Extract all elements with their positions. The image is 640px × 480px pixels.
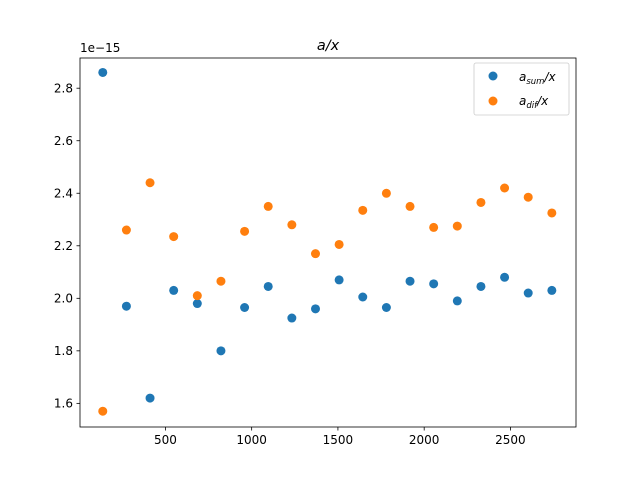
data-point (121, 301, 131, 311)
data-point (287, 313, 297, 323)
plot-area-frame (79, 57, 577, 428)
series-dif (98, 178, 557, 416)
data-point (405, 201, 415, 211)
data-point (263, 281, 273, 291)
data-point (310, 304, 320, 314)
data-point (169, 285, 179, 295)
x-tick-label: 500 (154, 433, 177, 447)
y-axis-ticks: 1.6 1.8 2.0 2.2 2.4 2.6 2.8 (54, 82, 80, 411)
x-tick-label: 2500 (495, 433, 526, 447)
x-axis-ticks: 500 1000 1500 2000 2500 (154, 427, 526, 447)
chart-title: a/x (317, 38, 340, 54)
data-point (240, 303, 250, 313)
y-tick-label: 2.8 (54, 82, 73, 96)
data-point (381, 188, 391, 198)
data-point (192, 291, 202, 301)
x-tick-label: 2000 (409, 433, 440, 447)
data-point (334, 239, 344, 249)
data-point (98, 67, 108, 77)
data-point (429, 222, 439, 232)
legend: asum/x adif/x (473, 62, 570, 116)
data-point (145, 393, 155, 403)
x-tick-label: 1000 (236, 433, 267, 447)
data-point (334, 275, 344, 285)
data-point (216, 346, 226, 356)
legend-marker-sum (488, 71, 498, 81)
y-tick-label: 2.4 (54, 187, 73, 201)
data-point (523, 288, 533, 298)
y-tick-label: 2.0 (54, 292, 73, 306)
data-point (263, 201, 273, 211)
data-point (547, 208, 557, 218)
data-point (192, 299, 202, 309)
data-point (381, 303, 391, 313)
legend-marker-dif (488, 96, 498, 106)
data-point (429, 279, 439, 289)
data-point (310, 249, 320, 259)
data-point (358, 292, 368, 302)
data-point (476, 197, 486, 207)
data-point (287, 220, 297, 230)
data-points (98, 67, 557, 416)
data-point (98, 406, 108, 416)
data-point (523, 192, 533, 202)
data-point (452, 221, 462, 231)
x-tick-label: 1500 (323, 433, 354, 447)
data-point (121, 225, 131, 235)
data-point (500, 183, 510, 193)
y-axis-offset-label: 1e−15 (80, 41, 120, 55)
data-point (476, 281, 486, 291)
data-point (452, 296, 462, 306)
y-tick-label: 2.2 (54, 239, 73, 253)
data-point (216, 276, 226, 286)
data-point (547, 285, 557, 295)
y-tick-label: 1.6 (54, 397, 73, 411)
legend-label-dif: adif/x (519, 94, 549, 111)
series-sum (98, 67, 557, 403)
data-point (358, 205, 368, 215)
y-tick-label: 1.8 (54, 344, 73, 358)
legend-label-sum: asum/x (519, 70, 557, 87)
data-point (500, 272, 510, 282)
y-tick-label: 2.6 (54, 134, 73, 148)
legend-box (473, 62, 570, 116)
data-point (145, 178, 155, 188)
data-point (240, 226, 250, 236)
data-point (405, 276, 415, 286)
data-point (169, 232, 179, 242)
